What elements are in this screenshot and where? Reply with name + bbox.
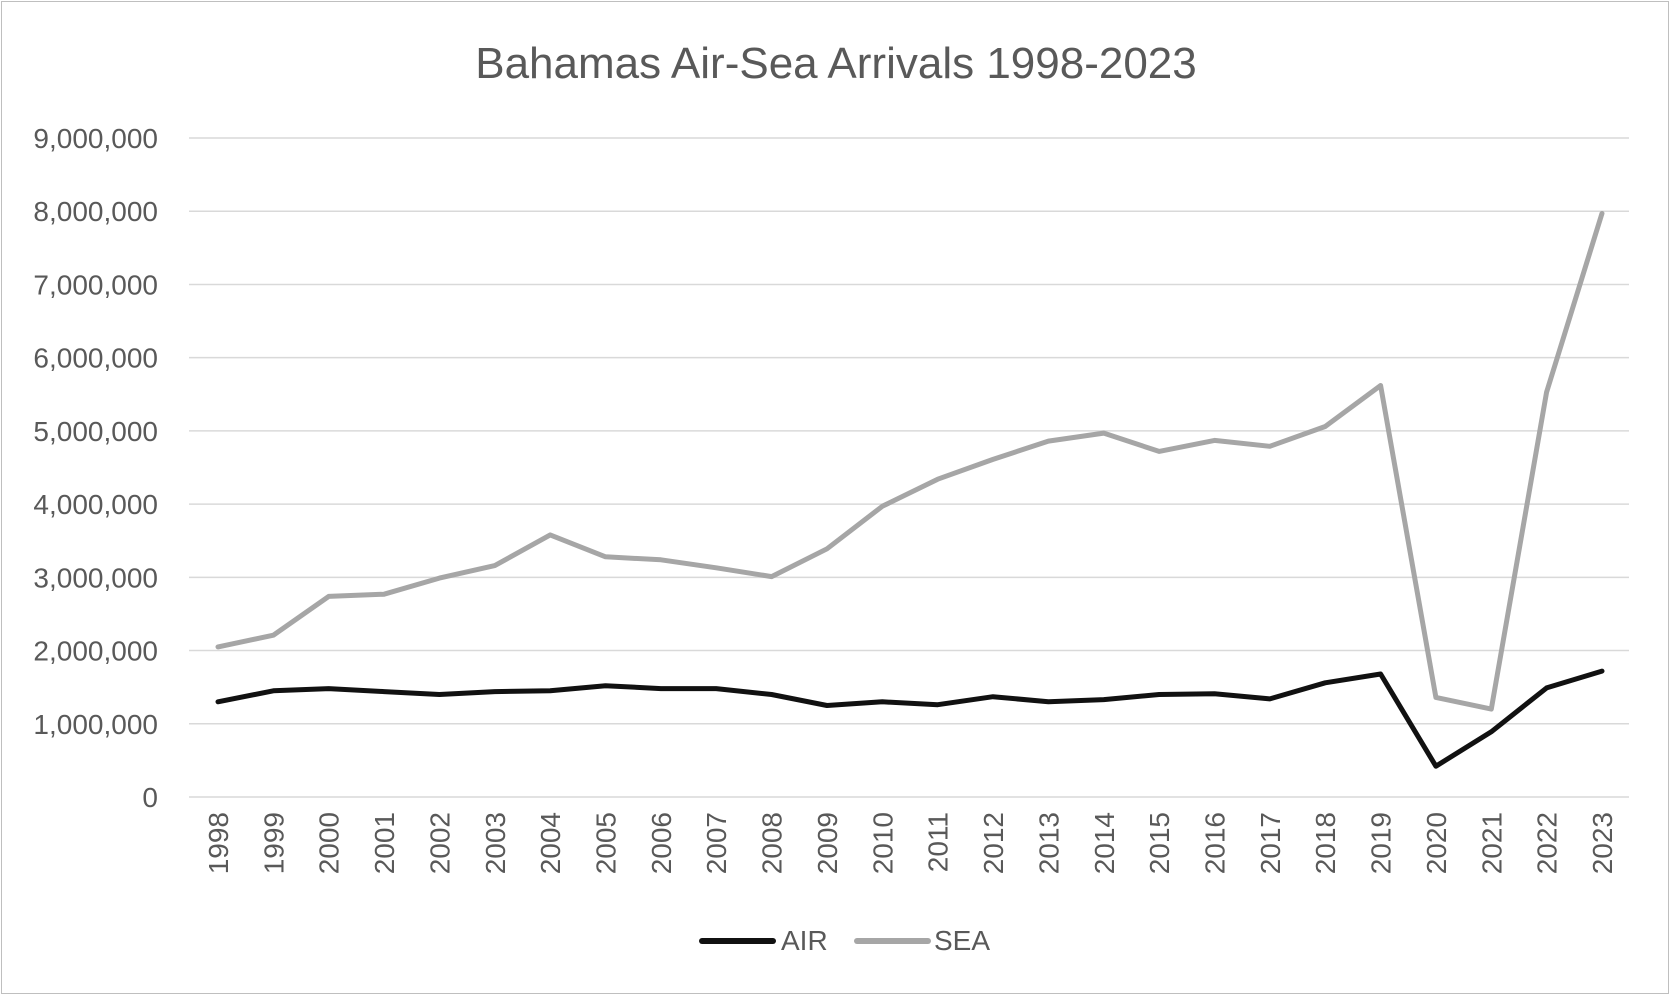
- y-tick-label: 6,000,000: [33, 343, 158, 374]
- x-axis-tick-labels: 1998 1999 2000 2001 2002 2003 2004 2005 2006 2007…: [203, 812, 1618, 874]
- x-tick-label: 2014: [1089, 812, 1120, 874]
- y-tick-label: 3,000,000: [33, 562, 158, 593]
- legend-label-sea: SEA: [934, 925, 990, 956]
- y-tick-label: 0: [142, 782, 158, 813]
- y-tick-label: 7,000,000: [33, 269, 158, 300]
- x-tick-label: 2015: [1144, 812, 1175, 874]
- x-tick-label: 2007: [701, 812, 732, 874]
- x-tick-label: 2018: [1310, 812, 1341, 874]
- x-tick-label: 1999: [258, 812, 289, 874]
- x-tick-label: 2004: [535, 812, 566, 874]
- x-tick-label: 2008: [757, 812, 788, 874]
- x-tick-label: 2013: [1033, 812, 1064, 874]
- legend-item-air: AIR: [699, 925, 828, 956]
- x-tick-label: 2023: [1587, 812, 1618, 874]
- x-tick-label: 2011: [923, 812, 954, 872]
- chart-title: Bahamas Air-Sea Arrivals 1998-2023: [475, 39, 1197, 88]
- series-line-sea: [215, 210, 1605, 712]
- legend: AIR SEA: [699, 925, 990, 956]
- x-tick-label: 2016: [1199, 812, 1230, 874]
- x-tick-label: 1998: [203, 812, 234, 874]
- y-tick-label: 4,000,000: [33, 489, 158, 520]
- x-tick-label: 2021: [1476, 812, 1507, 874]
- x-tick-label: 2017: [1255, 812, 1286, 874]
- x-tick-label: 2001: [369, 812, 400, 874]
- x-tick-label: 2005: [591, 812, 622, 874]
- y-tick-label: 8,000,000: [33, 196, 158, 227]
- y-tick-label: 1,000,000: [33, 709, 158, 740]
- series-line-air: [215, 668, 1605, 769]
- x-tick-label: 2006: [646, 812, 677, 874]
- legend-item-sea: SEA: [854, 925, 990, 956]
- y-axis-tick-labels: 0 1,000,000 2,000,000 3,000,000 4,000,000 5,0…: [33, 123, 158, 813]
- x-tick-label: 2009: [812, 812, 843, 874]
- x-tick-label: 2000: [314, 812, 345, 874]
- x-tick-label: 2012: [978, 812, 1009, 874]
- x-tick-label: 2003: [480, 812, 511, 874]
- legend-label-air: AIR: [781, 925, 828, 956]
- gridlines: [189, 137, 1629, 798]
- y-tick-label: 2,000,000: [33, 636, 158, 667]
- x-tick-label: 2020: [1421, 812, 1452, 874]
- y-tick-label: 5,000,000: [33, 416, 158, 447]
- x-tick-label: 2002: [424, 812, 455, 874]
- x-tick-label: 2010: [867, 812, 898, 874]
- y-tick-label: 9,000,000: [33, 123, 158, 154]
- series-lines: [215, 210, 1605, 769]
- x-tick-label: 2019: [1366, 812, 1397, 874]
- x-tick-label: 2022: [1532, 812, 1563, 874]
